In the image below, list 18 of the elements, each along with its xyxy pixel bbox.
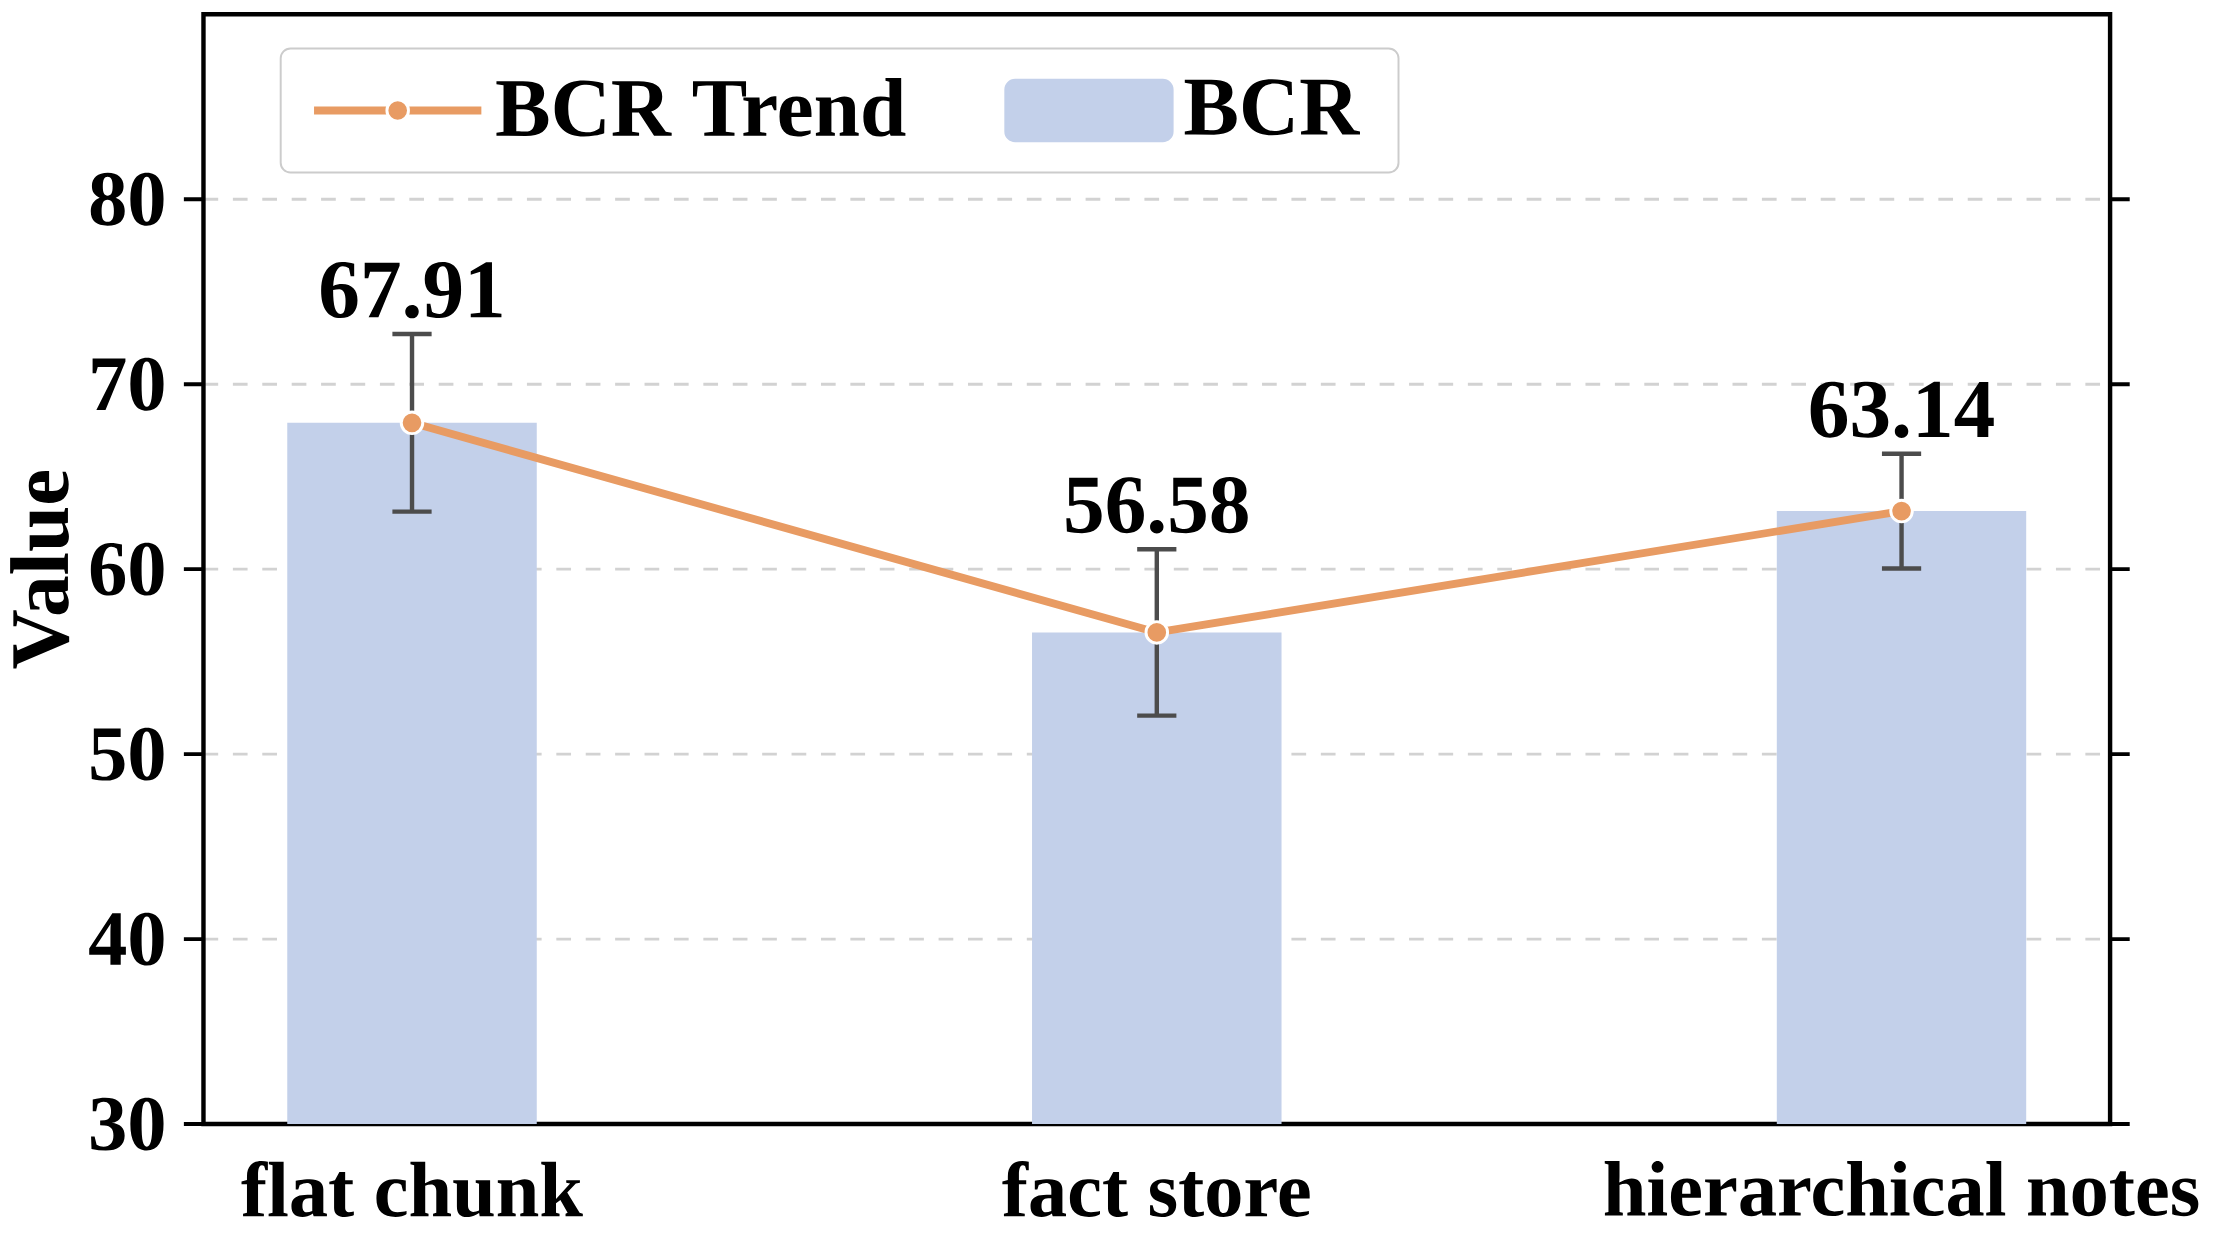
y-tick-label: 80 <box>90 172 164 226</box>
data-label: 63.14 <box>1810 381 1994 439</box>
x-tick-label: flat chunk <box>241 1161 583 1218</box>
y-tick-label: 30 <box>91 1097 164 1151</box>
x-tick-label: hierarchical notes <box>1604 1161 2199 1217</box>
y-tick-label: 40 <box>89 912 164 966</box>
y-tick-label: 50 <box>91 727 164 781</box>
x-tick-label: fact store <box>1002 1161 1310 1218</box>
data-label: 56.58 <box>1066 477 1248 534</box>
data-label: 67.91 <box>321 262 502 319</box>
legend-label: BCR <box>1184 79 1360 136</box>
legend-label: BCR Trend <box>496 78 906 137</box>
point <box>399 410 425 436</box>
y-axis-title: Value <box>10 471 70 669</box>
y-tick-label: 60 <box>90 542 164 596</box>
y-tick-label: 70 <box>92 357 164 411</box>
point <box>1144 620 1170 645</box>
point <box>1889 498 1914 524</box>
